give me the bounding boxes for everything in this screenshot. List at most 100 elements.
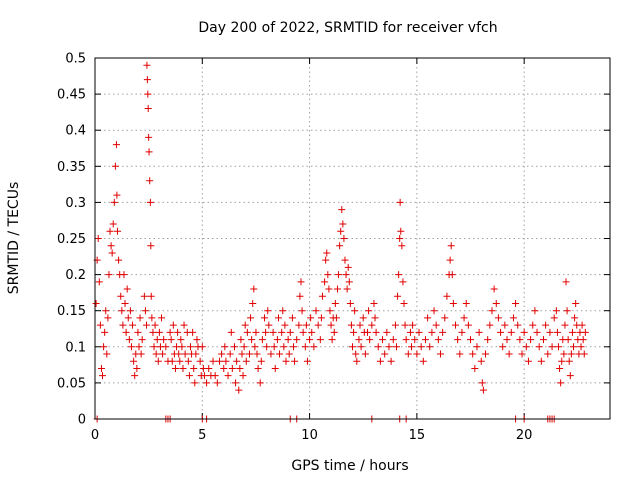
data-point — [341, 256, 349, 264]
data-point — [186, 343, 194, 351]
data-point — [371, 314, 379, 322]
data-point — [110, 198, 118, 206]
data-point — [460, 314, 468, 322]
data-point — [359, 314, 367, 322]
data-point — [218, 350, 226, 358]
data-point — [273, 336, 281, 344]
data-point — [196, 357, 204, 365]
data-point — [239, 372, 247, 380]
data-point — [571, 314, 579, 322]
data-point — [191, 379, 199, 387]
data-point — [94, 235, 102, 242]
data-point — [299, 328, 307, 336]
y-tick-labels: 0 0.05 0.1 0.15 0.2 0.25 0.3 0.35 0.4 0.45 0.5 — [57, 52, 86, 428]
data-point — [237, 336, 245, 344]
data-point — [246, 350, 253, 358]
data-point — [158, 314, 166, 322]
data-point — [479, 386, 487, 394]
data-point — [562, 278, 570, 286]
y-tick-label: 0.2 — [65, 268, 86, 283]
data-point — [351, 307, 359, 315]
data-point — [356, 321, 364, 329]
data-point — [531, 307, 539, 315]
data-point — [278, 328, 286, 336]
data-point — [160, 336, 168, 344]
data-point — [147, 242, 155, 250]
data-point — [471, 364, 479, 372]
data-point — [267, 350, 275, 358]
y-tick-label: 0.45 — [57, 88, 86, 103]
data-point — [129, 321, 137, 329]
data-point — [297, 278, 305, 286]
data-point — [330, 328, 338, 336]
data-point — [146, 198, 154, 206]
data-point — [138, 336, 146, 344]
data-point — [533, 328, 541, 336]
data-point — [436, 350, 444, 358]
data-point — [347, 321, 355, 329]
data-point — [462, 299, 470, 307]
data-point — [417, 343, 425, 351]
data-point — [124, 314, 132, 322]
data-point — [284, 336, 292, 344]
data-point — [456, 350, 464, 358]
data-point — [553, 328, 561, 336]
data-point — [226, 350, 234, 358]
data-point — [336, 242, 344, 250]
data-point — [151, 321, 159, 329]
data-point — [230, 343, 238, 351]
data-point — [276, 350, 284, 358]
data-point — [141, 307, 149, 315]
data-point — [323, 249, 331, 257]
data-point — [240, 343, 248, 351]
data-point — [514, 321, 522, 329]
data-point — [122, 328, 130, 336]
data-point — [552, 307, 560, 315]
data-point — [168, 357, 176, 365]
data-point — [295, 321, 303, 329]
data-point — [238, 350, 246, 358]
data-point — [145, 133, 153, 141]
data-point — [557, 379, 565, 387]
data-point — [120, 271, 128, 279]
data-point — [96, 321, 104, 329]
data-point — [253, 350, 261, 358]
data-point — [271, 364, 279, 372]
data-point — [340, 235, 348, 242]
data-point — [137, 350, 145, 358]
data-point — [327, 321, 335, 329]
data-point — [567, 350, 575, 358]
data-point — [312, 307, 320, 315]
data-point — [322, 256, 330, 264]
data-point — [291, 357, 299, 365]
data-point — [140, 292, 148, 300]
data-point — [286, 328, 294, 336]
data-point — [550, 314, 558, 322]
data-point — [415, 328, 423, 336]
data-point — [308, 328, 316, 336]
data-point — [127, 343, 135, 351]
data-point — [546, 328, 554, 336]
data-point — [406, 328, 414, 336]
data-point — [350, 328, 358, 336]
data-point — [408, 343, 416, 351]
data-point — [134, 328, 142, 336]
data-point — [262, 328, 270, 336]
data-point — [169, 321, 177, 329]
data-point — [566, 372, 574, 380]
data-point — [539, 336, 547, 344]
data-point — [331, 299, 339, 307]
data-point — [488, 307, 496, 315]
data-points — [92, 61, 589, 423]
data-point — [529, 321, 537, 329]
data-point — [146, 177, 154, 185]
data-point — [181, 350, 189, 358]
data-point — [379, 336, 387, 344]
data-point — [516, 336, 524, 344]
data-point — [432, 321, 440, 329]
data-point — [264, 307, 272, 315]
data-point — [522, 343, 530, 351]
data-point — [92, 299, 100, 307]
data-point — [289, 343, 297, 351]
